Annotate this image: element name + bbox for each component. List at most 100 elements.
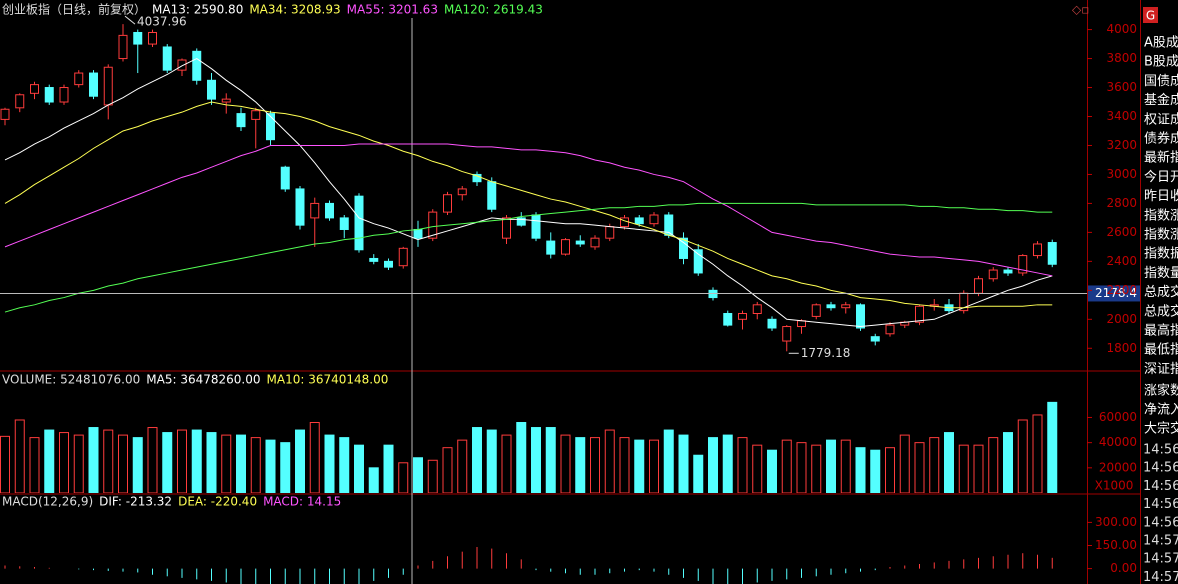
candle-body xyxy=(974,278,983,294)
candle-body xyxy=(885,324,895,335)
candle-body xyxy=(915,305,924,323)
legend-entry: MA120: 2619.43 xyxy=(444,3,543,17)
candle-body xyxy=(649,214,659,225)
volume-panel xyxy=(0,401,1058,493)
volume-bar xyxy=(590,437,600,493)
y-tick-label: 0.00 xyxy=(1110,561,1137,575)
sidebar-time: 14:56 xyxy=(1143,443,1178,458)
sidebar-time: 14:56 xyxy=(1143,515,1178,530)
volume-bar xyxy=(560,434,571,493)
sidebar-item: 大宗交 xyxy=(1144,421,1178,437)
crosshair-label: 2178.4 xyxy=(1095,286,1137,300)
candle-body xyxy=(1018,255,1028,274)
volume-bar xyxy=(0,435,10,493)
sidebar-item: 深证指 xyxy=(1144,362,1178,377)
volume-bar xyxy=(44,429,55,493)
volume-bar xyxy=(413,457,423,493)
legend-entry: MA34: 3208.93 xyxy=(249,3,340,17)
volume-bar xyxy=(309,422,320,493)
volume-bar xyxy=(545,427,556,493)
candle-body xyxy=(103,66,113,106)
indicator-label: DIF: -213.32 xyxy=(99,495,172,509)
volume-bar xyxy=(354,444,364,493)
indicator-label: DEA: -220.40 xyxy=(178,495,257,509)
y-tick-label: 60000 xyxy=(1099,410,1137,424)
candle-body xyxy=(413,228,423,239)
volume-bar xyxy=(885,447,895,493)
sidebar-time: 14:56 xyxy=(1143,497,1178,512)
candle-body xyxy=(782,326,792,342)
volume-bar xyxy=(162,432,173,493)
volume-bar xyxy=(103,429,114,493)
volume-bar xyxy=(708,437,718,493)
candle-body xyxy=(679,237,688,259)
y-tick-label: 2600 xyxy=(1106,225,1137,239)
badge: G xyxy=(1146,9,1155,23)
volume-bar xyxy=(958,444,969,493)
candle-body xyxy=(723,313,733,326)
candle-body xyxy=(74,72,84,86)
axes: 2178.4 4000 3800 3600 3400 3200 3000 2800 2600 24… xyxy=(1087,22,1140,575)
volume-bar xyxy=(73,434,84,493)
candle-body xyxy=(590,237,600,248)
volume-bar xyxy=(324,434,335,493)
candle-body xyxy=(841,304,851,309)
legend-entry: MA55: 3201.63 xyxy=(347,3,438,17)
sidebar-item: 最低指 xyxy=(1144,343,1178,358)
candle-body xyxy=(531,214,541,239)
sidebar-item: 基金成 xyxy=(1144,92,1178,108)
volume-bar xyxy=(634,439,645,493)
volume-bar xyxy=(236,434,246,493)
sidebar-time: 14:57 xyxy=(1143,552,1178,567)
volume-bar xyxy=(177,429,187,493)
candle-body xyxy=(44,87,54,103)
sidebar-time: 14:57 xyxy=(1143,534,1178,549)
volume-bar xyxy=(14,419,25,493)
candle-body xyxy=(561,239,570,255)
y-tick-label: 2400 xyxy=(1106,254,1137,268)
candle-body xyxy=(162,46,172,71)
volume-bar xyxy=(678,434,689,493)
sidebar-item: 昨日收 xyxy=(1144,189,1178,204)
volume-bar xyxy=(619,437,630,493)
volume-bar xyxy=(781,439,792,493)
volume-bar xyxy=(693,454,704,493)
frame xyxy=(0,0,1141,584)
candle-body xyxy=(192,50,202,81)
moving-average xyxy=(4,57,1053,328)
candle-body xyxy=(118,34,128,60)
candle-body xyxy=(236,113,246,128)
y-tick-label: 3800 xyxy=(1106,51,1137,65)
volume-bar xyxy=(575,437,586,493)
annotation: 1779.18 xyxy=(801,346,851,360)
annotation: 4037.96 xyxy=(137,15,187,29)
y-tick-label: 2800 xyxy=(1106,196,1137,210)
price-panel xyxy=(0,24,1057,352)
indicator-label: MA5: 36478260.00 xyxy=(146,373,260,387)
sidebar-item: 最新指 xyxy=(1144,150,1178,166)
volume-bar xyxy=(516,422,527,493)
volume-bar xyxy=(147,427,158,493)
sidebar-item: 债券成 xyxy=(1144,131,1178,147)
indicator-label: MACD: 14.15 xyxy=(263,495,341,509)
volume-bar xyxy=(855,447,866,493)
candle-body xyxy=(369,257,379,262)
y-tick-label: 3400 xyxy=(1106,109,1137,123)
volume-bar xyxy=(368,467,379,493)
candle-body xyxy=(59,87,69,103)
volume-bar xyxy=(722,434,733,493)
headers: 4037.96 1779.18 创业板指（日线，前复权） MA13: 2590.80 M… xyxy=(0,2,1087,509)
sidebar-item: 最高指 xyxy=(1144,323,1178,339)
unit-label: X1000 xyxy=(1095,479,1134,493)
volume-bar xyxy=(929,437,940,493)
moving-average xyxy=(4,101,1053,309)
candle-body xyxy=(295,188,305,226)
panel-title: MACD(12,26,9) xyxy=(2,495,93,509)
candle-body xyxy=(443,194,452,213)
sidebar-item: 总成交 xyxy=(1144,303,1178,319)
candle-body xyxy=(487,181,497,210)
volume-bar xyxy=(663,429,674,493)
candle-body xyxy=(398,247,408,267)
sidebar-time: 14:56 xyxy=(1143,479,1178,494)
